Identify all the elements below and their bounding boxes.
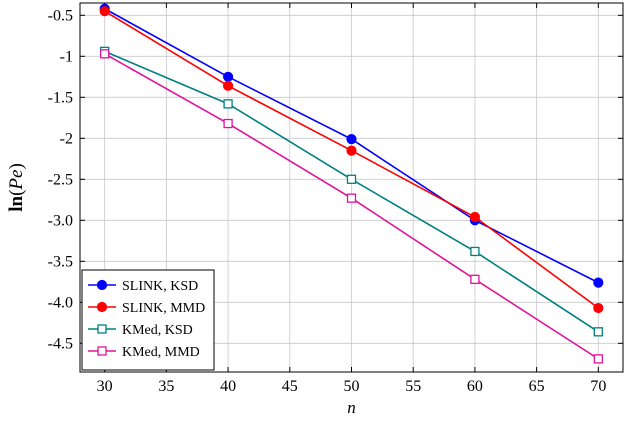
legend-label: SLINK, KSD: [122, 279, 198, 294]
legend-marker: [97, 324, 107, 334]
x-tick-label: 40: [220, 378, 236, 395]
y-axis-title-prefix: ln: [6, 196, 27, 212]
x-tick-label: 60: [467, 378, 483, 395]
data-point: [593, 354, 603, 364]
y-axis-title-var: Pe: [6, 170, 27, 191]
y-tick-label: -1.5: [48, 89, 73, 106]
y-tick-label: -4.5: [48, 335, 73, 352]
legend: SLINK, KSD SLINK, MMD KMed, KSD KMed, MMD: [81, 269, 215, 371]
x-tick-label: 65: [529, 378, 545, 395]
x-tick-label: 45: [282, 378, 298, 395]
data-point: [593, 327, 603, 337]
y-axis-title-close: ): [6, 163, 27, 169]
series-4: [100, 49, 603, 364]
data-point: [470, 246, 480, 257]
legend-entry: SLINK, MMD: [88, 301, 205, 316]
x-tick-label: 50: [344, 378, 360, 395]
data-point: [222, 80, 234, 91]
y-tick-label: -3.5: [48, 253, 73, 270]
x-tick-label: 35: [158, 378, 174, 395]
legend-marker: [97, 346, 107, 356]
data-point: [346, 145, 357, 156]
y-tick-label: -1: [60, 48, 73, 65]
data-point: [223, 99, 233, 109]
legend-marker: [96, 279, 108, 291]
data-point: [222, 71, 234, 82]
legend-marker: [96, 301, 108, 313]
y-tick-label: -0.5: [48, 7, 73, 24]
legend-entry: SLINK, KSD: [88, 279, 198, 294]
legend-label: SLINK, MMD: [122, 301, 205, 316]
x-axis-title: n: [347, 398, 356, 417]
legend-entry: KMed, KSD: [88, 323, 193, 338]
legend-label: KMed, KSD: [122, 323, 193, 338]
data-point: [346, 193, 357, 203]
y-tick-label: -2: [60, 130, 73, 147]
y-axis-title-open: (: [6, 190, 27, 196]
y-axis-title: ln(Pe): [6, 163, 27, 212]
x-tick-label: 55: [405, 378, 421, 395]
data-point: [99, 6, 110, 17]
x-tick-label: 70: [590, 378, 606, 395]
legend-entry: KMed, MMD: [88, 345, 200, 360]
series-lines: [99, 3, 604, 364]
series-2: [99, 6, 604, 314]
data-point: [223, 118, 233, 129]
data-point: [100, 49, 110, 59]
y-tick-label: -2.5: [48, 171, 73, 188]
data-point: [346, 134, 357, 145]
y-tick-label: -4.0: [48, 294, 73, 311]
data-point: [470, 274, 480, 284]
data-point: [469, 211, 481, 223]
axis-ticks: 30 35 40 45 50 55 60 65 70 -0.5 -1 -1.5 -2 -2.5 -3.0 -3…: [48, 3, 623, 395]
data-point: [593, 302, 604, 314]
data-point: [593, 277, 604, 288]
legend-label: KMed, MMD: [122, 345, 200, 360]
y-tick-label: -3.0: [48, 212, 73, 229]
data-point: [346, 174, 357, 184]
x-tick-label: 30: [97, 378, 113, 395]
